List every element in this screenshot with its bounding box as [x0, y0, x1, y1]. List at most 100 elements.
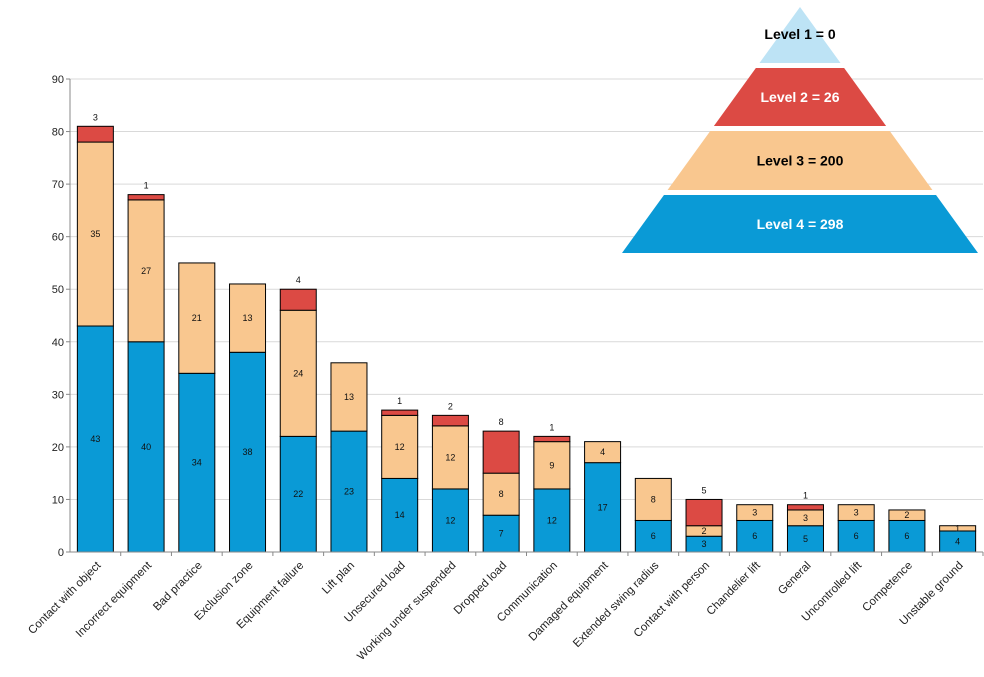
- gridlines: [70, 78, 983, 500]
- data-label: 3: [752, 508, 757, 518]
- data-label: 2: [702, 526, 707, 536]
- pyramid-level-label: Level 1 = 0: [764, 26, 835, 42]
- bar-segment: [279, 435, 317, 553]
- data-label: 5: [702, 485, 707, 495]
- bar-segment: [127, 199, 165, 343]
- data-label: 3: [93, 112, 98, 122]
- category-label: Extended swing radius: [571, 559, 661, 649]
- data-label: 12: [445, 515, 455, 525]
- bar-segment: [279, 288, 317, 311]
- data-label: 27: [141, 266, 151, 276]
- bar-segment: [533, 488, 571, 553]
- data-label: 17: [598, 502, 608, 512]
- bar-segment: [178, 262, 216, 374]
- data-label: 38: [243, 447, 253, 457]
- data-label: 13: [243, 313, 253, 323]
- data-label: 43: [90, 434, 100, 444]
- bar-segment: [229, 351, 267, 553]
- bar-segment: [736, 519, 774, 553]
- data-label: 6: [752, 531, 757, 541]
- bar-segment: [634, 519, 672, 553]
- data-label: 9: [549, 460, 554, 470]
- category-label: Working under suspended: [355, 560, 458, 663]
- pyramid-level-label: Level 3 = 200: [757, 153, 844, 169]
- data-label: 5: [803, 534, 808, 544]
- pyramid-level-label: Level 4 = 298: [757, 216, 844, 232]
- data-label: 35: [90, 229, 100, 239]
- bar-segment: [229, 283, 267, 353]
- data-label: 4: [296, 275, 301, 285]
- data-label: 4: [600, 447, 605, 457]
- bar-segment: [837, 504, 875, 521]
- bar-segment: [584, 462, 622, 553]
- y-tick-label: 20: [52, 442, 64, 454]
- data-label: 3: [702, 539, 707, 549]
- pyramid-level-4: [622, 195, 978, 253]
- bar-segment: [634, 477, 672, 521]
- pyramid-level-1: [759, 7, 841, 63]
- data-label: 1: [549, 422, 554, 432]
- bar-segment: [482, 472, 520, 516]
- data-label: 23: [344, 487, 354, 497]
- bar-segment: [381, 414, 419, 479]
- data-label: 6: [904, 531, 909, 541]
- bar-segment: [482, 430, 520, 474]
- bars: 4335340271342138132224423131412112122788…: [76, 112, 977, 553]
- y-axis: 0 10 20 30 40 50 60 70 80 90: [52, 74, 71, 559]
- category-label: Dropped load: [452, 560, 509, 617]
- category-label: Bad practice: [151, 560, 205, 614]
- data-label: 1: [397, 396, 402, 406]
- category-label: Chandelier lift: [705, 559, 764, 618]
- pyramid-level-2: [713, 68, 887, 126]
- bar-segment: [786, 504, 824, 511]
- pyramid-level-3: [667, 131, 933, 190]
- bar-segment: [178, 372, 216, 553]
- bar-segment: [76, 141, 114, 327]
- y-tick-label: 70: [52, 179, 64, 191]
- bar-segment: [431, 414, 469, 427]
- bar-segment: [76, 125, 114, 143]
- data-label: 1: [803, 491, 808, 501]
- data-label: 22: [293, 489, 303, 499]
- data-label: 7: [499, 529, 504, 539]
- data-label: 24: [293, 368, 303, 378]
- data-label: 2: [904, 510, 909, 520]
- bar-segment: [381, 409, 419, 416]
- bar-segment: [533, 441, 571, 490]
- data-label: 4: [955, 536, 960, 546]
- y-tick-label: 60: [52, 232, 64, 244]
- y-tick-label: 40: [52, 337, 64, 349]
- y-tick-label: 80: [52, 127, 64, 139]
- data-label: 12: [547, 515, 557, 525]
- bar-segment: [685, 498, 723, 527]
- data-label: 12: [395, 442, 405, 452]
- bar-segment: [330, 430, 368, 553]
- bar-segment: [127, 194, 165, 201]
- y-tick-label: 30: [52, 389, 64, 401]
- bar-segment: [533, 435, 571, 443]
- data-label: 13: [344, 392, 354, 402]
- data-label: 6: [854, 531, 859, 541]
- bar-segment: [482, 514, 520, 553]
- data-label: 21: [192, 313, 202, 323]
- bar-segment: [786, 525, 824, 553]
- bar-segment: [431, 488, 469, 553]
- severity-pyramid: Level 1 = 0 Level 2 = 26 Level 3 = 200 Leve…: [622, 7, 978, 253]
- bar-segment: [381, 477, 419, 553]
- data-label: 40: [141, 442, 151, 452]
- data-label: 1: [955, 523, 960, 533]
- data-label: 2: [448, 401, 453, 411]
- category-label: Competence: [860, 560, 915, 615]
- category-label: Lift plan: [320, 560, 357, 597]
- bar-segment: [76, 325, 114, 553]
- bar-segment: [888, 509, 926, 521]
- y-tick-label: 50: [52, 284, 64, 296]
- bar-segment: [939, 525, 977, 532]
- data-label: 14: [395, 510, 405, 520]
- data-label: 3: [854, 508, 859, 518]
- category-label: General: [776, 560, 813, 597]
- bar-segment: [736, 504, 774, 521]
- data-label: 34: [192, 458, 202, 468]
